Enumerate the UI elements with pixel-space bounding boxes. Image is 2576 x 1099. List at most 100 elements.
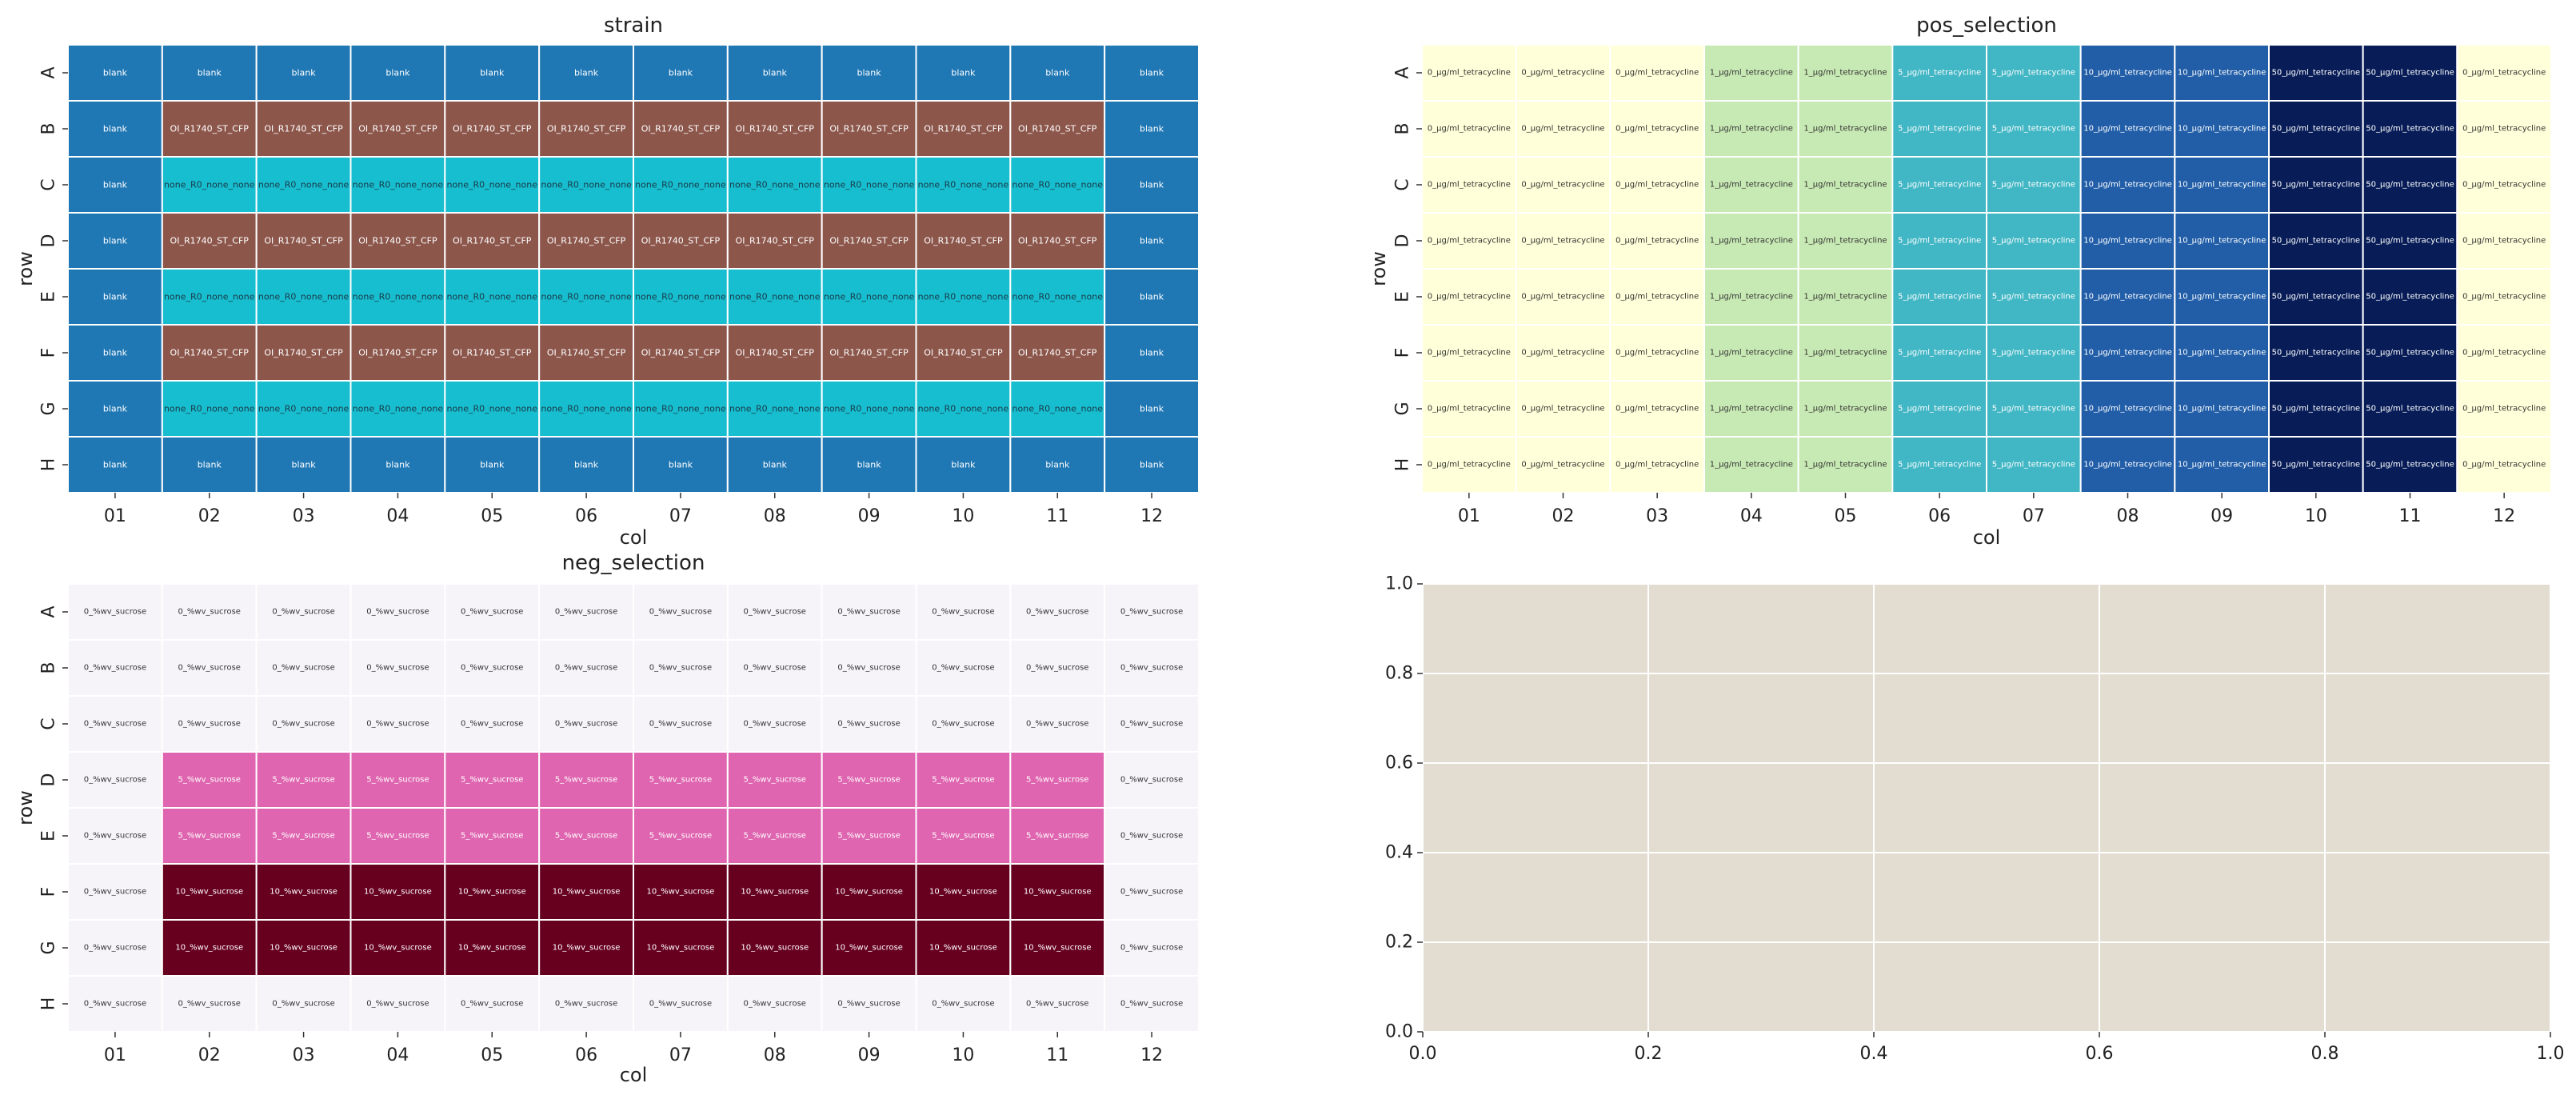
cell-label: none_R0_none_none [729,180,821,190]
heatmap-cell [726,44,823,102]
cell-label: 10_µg/ml_tetracycline [2083,181,2172,190]
cell-label: OI_R1740_ST_CFP [358,124,437,134]
cell-label: OI_R1740_ST_CFP [736,236,815,246]
heatmap-cell [821,919,917,977]
cell-label: 0_µg/ml_tetracycline [1428,125,1511,134]
heatmap-cell [538,639,635,697]
heatmap-cell [444,807,541,865]
heatmap-cell [1986,156,2082,214]
heatmap-cell [2268,212,2364,270]
heatmap-cell [2456,156,2552,214]
cell-label: none_R0_none_none [729,292,821,302]
heatmap-cell [821,380,917,438]
heatmap-cell [1421,44,1517,102]
cell-label: 0_%wv_sucrose [555,608,617,617]
cell-label: none_R0_none_none [447,180,538,190]
heatmap-cell [1104,100,1200,158]
x-tick-label: 04 [1740,506,1763,526]
cell-label: 5_µg/ml_tetracycline [1898,349,1981,358]
heatmap-cell [1703,100,1799,158]
heatmap-cell [2456,268,2552,326]
x-tick-label: 05 [481,506,503,526]
cell-label: 0_µg/ml_tetracycline [1521,293,1604,302]
heatmap-cell [1104,324,1200,382]
cell-label: 10_%wv_sucrose [1024,888,1092,897]
heatmap-cell [1009,639,1106,697]
x-tick-label: 04 [386,506,409,526]
heatmap-cell [915,751,1012,809]
heatmap-cell [633,100,729,158]
y-tick-label: F [1393,348,1413,358]
heatmap-cell [2079,156,2176,214]
pos-selection-heatmap: 0_µg/ml_tetracycline 0_µg/ml_tetracycline… [1421,44,2552,494]
cell-label: blank [574,460,599,470]
cell-label: 10_µg/ml_tetracycline [2178,461,2266,470]
strain-heatmap: blank blank blank blank blank blank blank blank… [67,44,1200,494]
cell-label: 0_µg/ml_tetracycline [1521,181,1604,190]
heatmap-cell [1609,100,1706,158]
cell-label: 10_%wv_sucrose [741,944,809,953]
cell-label: 10_µg/ml_tetracycline [2083,349,2172,358]
cell-label: blank [1045,68,1070,78]
cell-label: 5_µg/ml_tetracycline [1992,69,2075,78]
heatmap-cell [538,268,635,326]
cell-label: 0_%wv_sucrose [1120,944,1183,953]
x-tick-label: 06 [1928,506,1951,526]
cell-label: 0_µg/ml_tetracycline [1521,405,1604,414]
cell-label: 1_µg/ml_tetracycline [1710,181,1793,190]
cell-label: 10_%wv_sucrose [458,944,526,953]
cell-label: none_R0_none_none [164,180,255,190]
heatmap-cell [255,100,352,158]
heatmap-cell [1104,975,1200,1033]
heatmap-cell [1009,100,1106,158]
neg-selection-y-ticks: A B C D E F G H [39,605,68,1010]
cell-label: 5_µg/ml_tetracycline [1898,405,1981,414]
cell-label: none_R0_none_none [918,404,1009,414]
heatmap-cell [255,44,352,102]
cell-label: none_R0_none_none [918,292,1009,302]
heatmap-cell [255,436,352,494]
heatmap-cell [1104,583,1200,641]
cell-label: 0_%wv_sucrose [932,1000,994,1009]
y-tick-label: F [39,887,59,897]
x-tick-label: 01 [1458,506,1480,526]
cell-label: blank [951,68,976,78]
x-tick-label: 10 [952,506,974,526]
cell-label: blank [480,460,505,470]
x-tick-label: 11 [2399,506,2422,526]
cell-label: none_R0_none_none [353,404,444,414]
heatmap-cell [2456,212,2552,270]
cell-label: 0_µg/ml_tetracycline [1428,293,1511,302]
x-tick-label: 09 [2211,506,2233,526]
cell-label: none_R0_none_none [447,292,538,302]
cell-label: 5_%wv_sucrose [649,776,712,785]
cell-label: 5_µg/ml_tetracycline [1898,237,1981,246]
cell-label: 0_µg/ml_tetracycline [1428,461,1511,470]
cell-label: 10_%wv_sucrose [175,888,243,897]
cell-label: blank [103,180,128,190]
heatmap-cell [255,975,352,1033]
heatmap-cell [1009,919,1106,977]
cell-label: 10_%wv_sucrose [175,944,243,953]
heatmap-cell [538,100,635,158]
cell-label: OI_R1740_ST_CFP [264,236,343,246]
cell-label: none_R0_none_none [824,292,915,302]
heatmap-cell [161,44,258,102]
heatmap-cell [1104,639,1200,697]
heatmap-cell [161,751,258,809]
cell-label: 5_µg/ml_tetracycline [1992,293,2075,302]
heatmap-cell [161,436,258,494]
y-tick-label: A [39,605,59,617]
cell-label: none_R0_none_none [1012,292,1104,302]
cell-label: OI_R1740_ST_CFP [547,236,626,246]
cell-label: 5_%wv_sucrose [272,776,334,785]
heatmap-cell [349,324,446,382]
heatmap-cell [1986,436,2082,494]
cell-label: OI_R1740_ST_CFP [358,236,437,246]
heatmap-cell [1515,324,1611,382]
cell-label: 10_µg/ml_tetracycline [2178,293,2266,302]
cell-label: 0_%wv_sucrose [932,664,994,673]
heatmap-cell [2456,380,2552,438]
heatmap-cell [349,919,446,977]
heatmap-cell [2268,268,2364,326]
